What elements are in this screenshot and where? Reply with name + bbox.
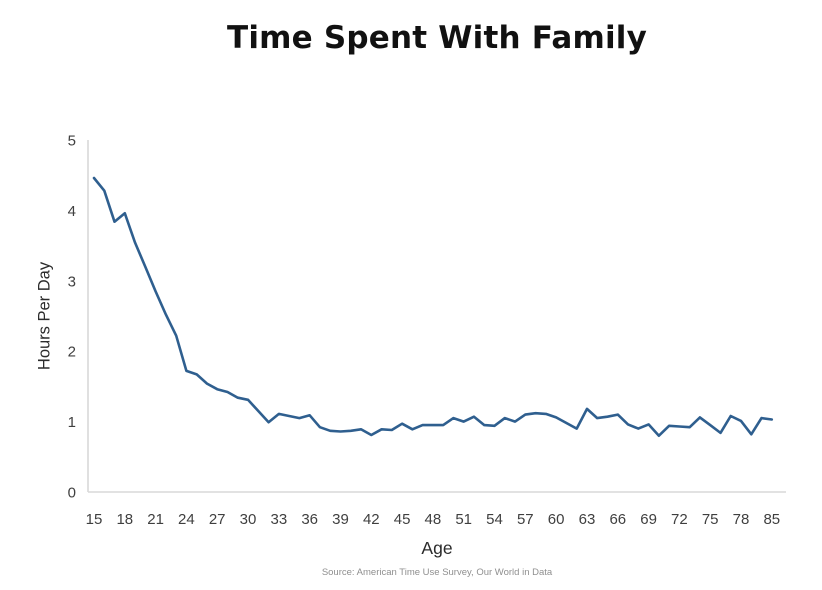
- y-axis-title: Hours Per Day: [35, 261, 54, 371]
- x-tick-label: 18: [116, 511, 133, 528]
- x-tick-label: 60: [548, 511, 565, 528]
- x-tick-label: 42: [363, 511, 380, 528]
- x-tick-label: 39: [332, 511, 349, 528]
- x-tick-label: 51: [455, 511, 472, 528]
- x-tick-label: 69: [640, 511, 657, 528]
- chart-title: Time Spent With Family: [226, 20, 648, 56]
- y-tick-label: 4: [68, 203, 76, 220]
- y-tick-label: 5: [68, 133, 76, 150]
- x-tick-label: 27: [209, 511, 226, 528]
- x-tick-label: 57: [517, 511, 534, 528]
- x-tick-label: 78: [733, 511, 750, 528]
- x-tick-label: 36: [301, 511, 318, 528]
- y-tick-label: 2: [68, 344, 76, 361]
- y-tick-label: 0: [68, 485, 76, 502]
- x-tick-label: 48: [425, 511, 442, 528]
- x-tick-label: 24: [178, 511, 195, 528]
- x-tick-label: 45: [394, 511, 411, 528]
- source-note: Source: American Time Use Survey, Our Wo…: [321, 567, 553, 578]
- x-tick-label: 66: [609, 511, 626, 528]
- x-tick-label: 21: [147, 511, 164, 528]
- x-tick-label: 54: [486, 511, 503, 528]
- x-tick-label: 72: [671, 511, 688, 528]
- x-tick-label: 85: [763, 511, 780, 528]
- x-tick-label: 75: [702, 511, 719, 528]
- x-tick-label: 33: [271, 511, 288, 528]
- y-tick-label: 3: [68, 273, 76, 290]
- x-tick-label: 15: [86, 511, 103, 528]
- x-tick-label: 63: [579, 511, 596, 528]
- x-tick-label: 30: [240, 511, 257, 528]
- y-tick-label: 1: [68, 414, 76, 431]
- x-axis-title: Age: [421, 538, 453, 558]
- data-line: [92, 176, 774, 438]
